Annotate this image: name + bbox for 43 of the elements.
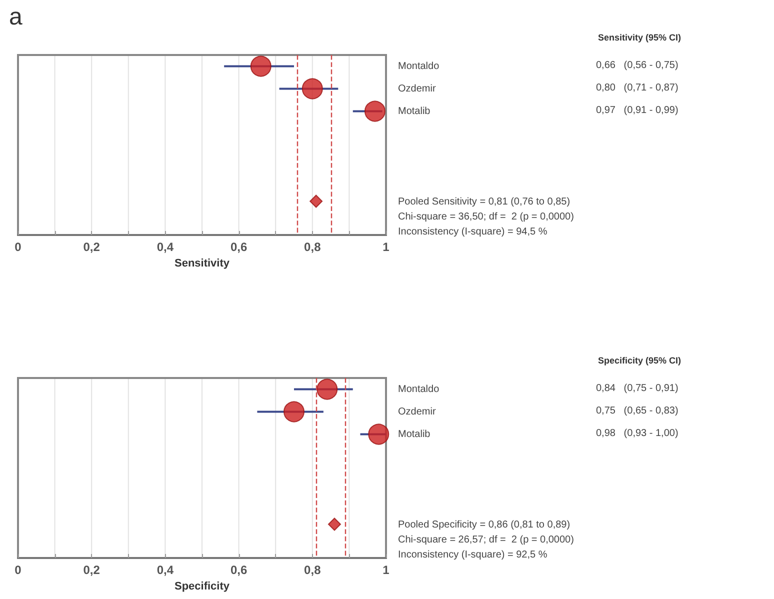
data-label: 0,66 (0,56 - 0,75)	[596, 60, 678, 71]
data-label: 0,75 (0,65 - 0,83)	[596, 405, 678, 416]
x-tick-label: 0,4	[156, 240, 174, 254]
point	[302, 78, 323, 100]
x-axis-title: Specificity	[174, 580, 230, 592]
y-tick-label: Motalib	[398, 428, 431, 440]
x-tick-label: 0,6	[230, 563, 248, 577]
point	[250, 56, 272, 77]
y-tick-label: Montaldo	[398, 384, 440, 395]
point	[310, 194, 323, 208]
x-tick-label: 0	[14, 563, 22, 577]
point	[316, 378, 338, 400]
y-tick-label: Ozdemir	[398, 406, 436, 418]
x-tick-label: 0,8	[304, 563, 322, 577]
x-tick-label: 0,2	[83, 240, 100, 254]
x-tick-label: 0,2	[83, 563, 100, 577]
text: Inconsistency (I-square) = 92,5 %	[398, 550, 548, 560]
text: Pooled Sensitivity = 0,81 (0,76 to 0,85)	[398, 196, 570, 208]
data-label: 0,80 (0,71 - 0,87)	[596, 82, 678, 94]
text: Sensitivity (95% CI)	[598, 32, 682, 42]
x-tick-label: 0,6	[230, 240, 248, 254]
point	[368, 424, 390, 445]
data-label: 0,98 (0,93 - 1,00)	[596, 428, 678, 439]
x-tick-label: 0,4	[156, 563, 174, 577]
y-tick-label: Ozdemir	[398, 83, 436, 94]
text: Pooled Specificity = 0,86 (0,81 to 0,89)	[398, 520, 570, 530]
chart-title: a	[9, 4, 23, 30]
point	[328, 518, 341, 531]
point	[364, 100, 386, 122]
text: Chi-square = 26,57; df = 2 (p = 0,0000)	[398, 534, 574, 546]
x-tick-label: 1	[382, 240, 390, 254]
data-label: 0,97 (0,91 - 0,99)	[596, 104, 678, 116]
text: Inconsistency (I-square) = 94,5 %	[398, 226, 548, 238]
text: Chi-square = 36,50; df = 2 (p = 0,0000)	[398, 212, 574, 222]
y-tick-label: Montaldo	[398, 60, 440, 72]
text: Specificity (95% CI)	[598, 356, 682, 366]
x-tick-label: 0	[14, 240, 22, 254]
point	[284, 401, 304, 422]
y-tick-label: Motalib	[398, 106, 431, 117]
data-label: 0,84 (0,75 - 0,91)	[596, 382, 678, 394]
x-tick-label: 1	[382, 563, 390, 577]
x-axis-title: Sensitivity	[174, 257, 230, 270]
x-tick-label: 0,8	[304, 240, 322, 254]
